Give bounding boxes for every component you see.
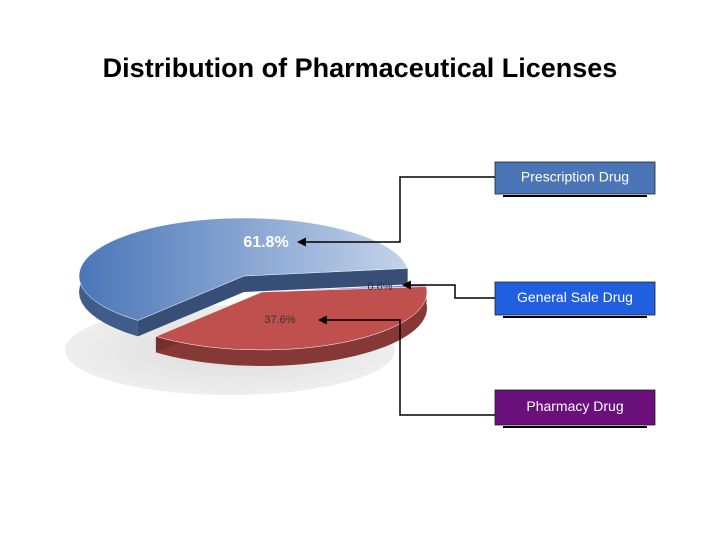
slice-side [79,218,408,337]
value-label: 61.8% [243,234,288,251]
legend-box [494,389,656,426]
slice-edge [137,276,244,337]
chart-title: Distribution of Pharmaceutical Licenses [103,53,618,83]
connector-line [401,280,495,299]
value-label: 37.6% [264,314,295,326]
pie-slice [78,217,408,321]
legend-label: Pharmacy Drug [526,398,623,414]
connector-line [296,176,495,247]
connector-line [317,315,495,416]
legend-label: General Sale Drug [517,289,633,305]
legend-box [494,161,656,195]
legend-box [494,281,656,316]
pie-slice [155,286,428,351]
legend-label: Prescription Drug [521,169,629,185]
value-label: 0.6% [367,281,392,293]
slice-side [155,286,427,366]
